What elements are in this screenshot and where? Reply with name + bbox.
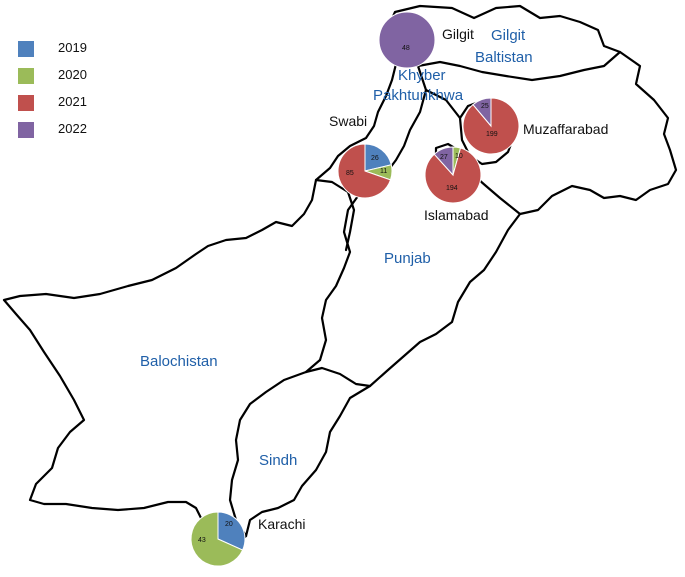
city-label-swabi: Swabi [329, 113, 367, 129]
pie-chart-islamabad [424, 146, 482, 204]
pie-slice-2022 [378, 11, 436, 69]
slice-label: 26 [371, 155, 379, 162]
slice-label: 25 [481, 103, 489, 110]
region-balochistan: Balochistan [140, 353, 218, 370]
kp-north-boundary [424, 88, 462, 120]
kp-west-boundary [314, 178, 356, 252]
pie-chart-karachi [190, 511, 246, 567]
slice-label: 199 [486, 131, 498, 138]
region-punjab: Punjab [384, 250, 431, 267]
slice-label: 43 [198, 537, 206, 544]
kp-punjab-boundary [318, 64, 428, 362]
legend-swatch [18, 41, 34, 57]
slice-label: 27 [440, 154, 448, 161]
pie-slice-2022 [433, 146, 454, 177]
pie-slice-2021 [337, 143, 392, 199]
legend-label: 2021 [58, 94, 87, 109]
legend-label: 2022 [58, 121, 87, 136]
gilgit-baltistan-boundary [394, 50, 622, 82]
legend-label: 2019 [58, 40, 87, 55]
city-label-karachi: Karachi [258, 516, 305, 532]
slice-label: 48 [402, 45, 410, 52]
region-gilgit-baltistan: Gilgit [491, 27, 526, 44]
pie-slice-2019 [217, 511, 246, 551]
slice-label: 85 [346, 170, 354, 177]
pie-chart-swabi [337, 143, 393, 199]
region-khyber-pakhtunkhwa: Khyber [398, 67, 446, 84]
slice-label: 20 [225, 521, 233, 528]
sindh-boundary [228, 366, 372, 538]
city-label-gilgit: Gilgit [442, 26, 474, 42]
pie-slice-2022 [472, 97, 492, 128]
region-sindh: Sindh [259, 452, 297, 469]
city-label-islamabad: Islamabad [424, 207, 489, 223]
legend-swatch [18, 68, 34, 84]
pie-chart-muzaffarabad [462, 97, 520, 155]
legend-label: 2020 [58, 67, 87, 82]
punjab-balochistan-boundary [304, 358, 322, 374]
region-gilgit-baltistan: Baltistan [475, 49, 533, 66]
slice-label: 10 [455, 153, 463, 160]
pie-chart-gilgit [378, 11, 436, 69]
pie-slice-2019 [364, 143, 392, 172]
slice-label: 194 [446, 185, 458, 192]
legend-swatch [18, 122, 34, 138]
pie-slice-2020 [190, 511, 244, 567]
region-khyber-pakhtunkhwa: Pakhtunkhwa [373, 87, 464, 104]
slice-label: 11 [380, 168, 387, 175]
city-label-muzaffarabad: Muzaffarabad [523, 121, 608, 137]
legend-swatch [18, 95, 34, 111]
